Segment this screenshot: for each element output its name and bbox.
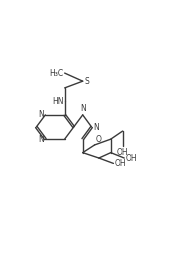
Text: OH: OH	[117, 148, 128, 157]
Text: OH: OH	[115, 159, 126, 168]
Text: S: S	[84, 77, 89, 86]
Text: HN: HN	[52, 97, 63, 106]
Text: OH: OH	[126, 154, 137, 163]
Text: O: O	[96, 135, 102, 143]
Text: N: N	[93, 123, 99, 132]
Text: N: N	[80, 104, 86, 113]
Text: H₃C: H₃C	[49, 69, 63, 78]
Text: N: N	[38, 110, 44, 119]
Text: N: N	[38, 135, 44, 144]
